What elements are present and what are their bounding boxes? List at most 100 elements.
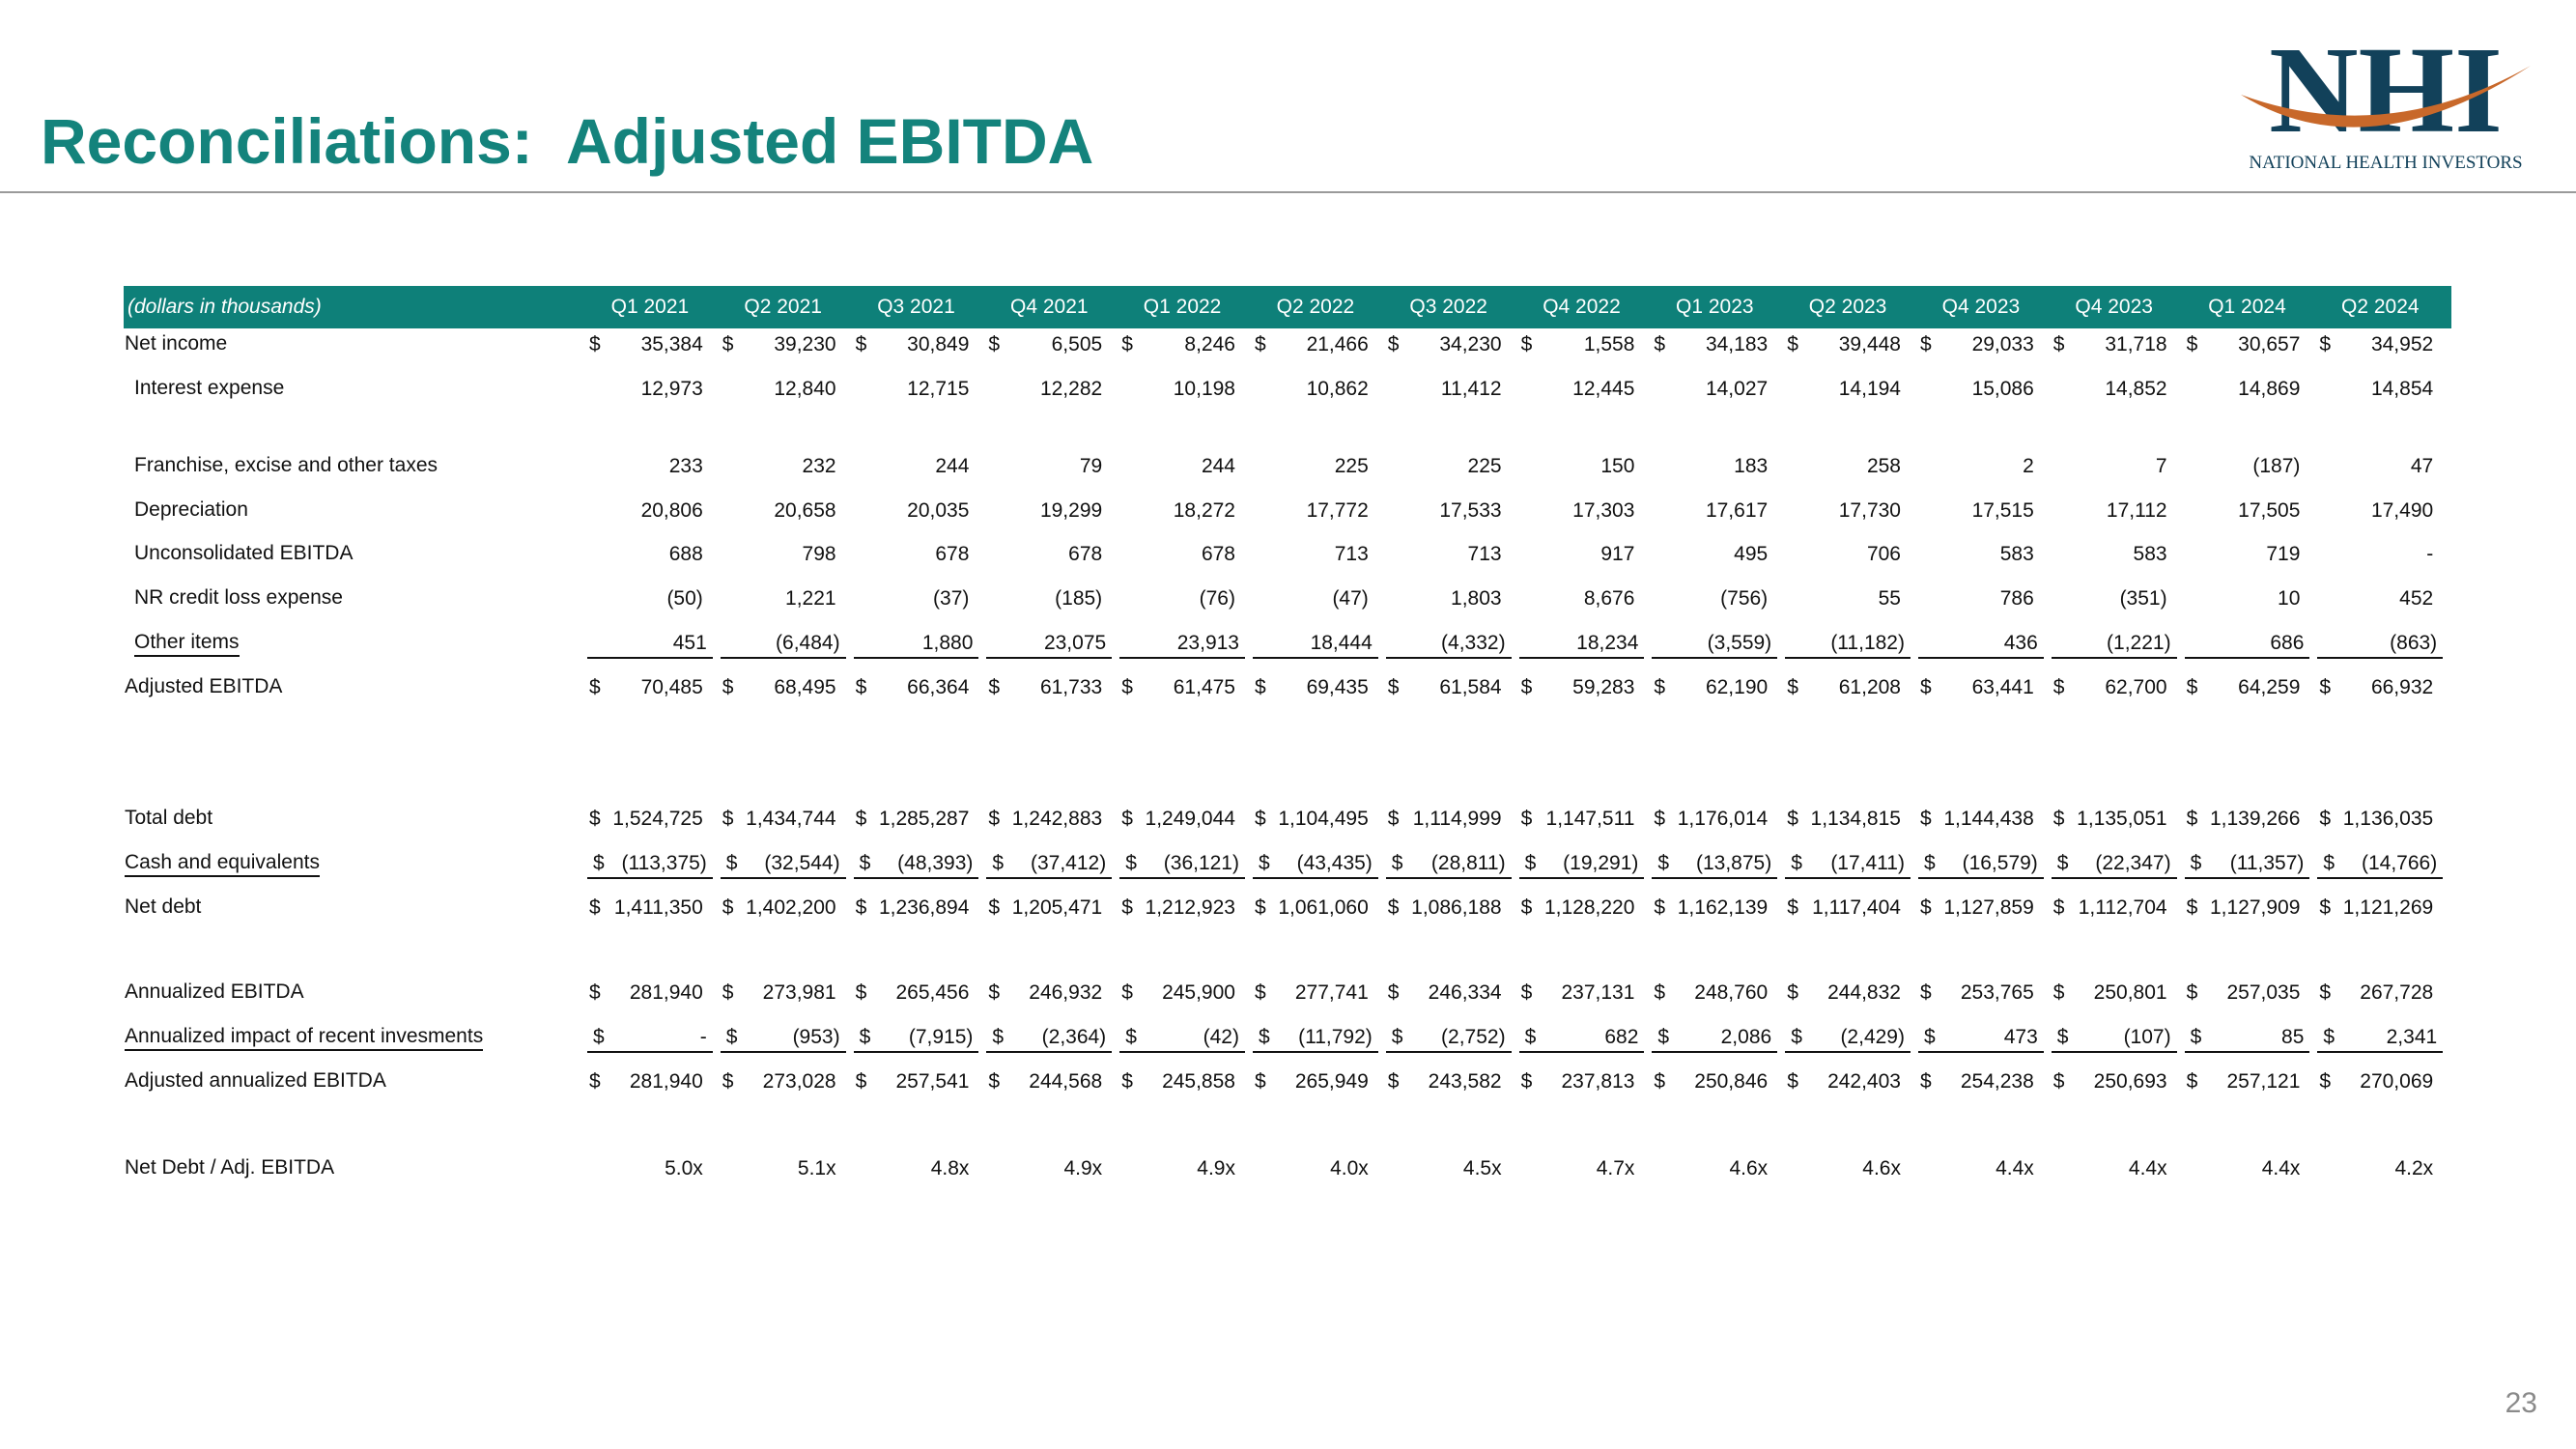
cell-value: 64,259	[2238, 676, 2301, 698]
table-cell: $ (43,435)	[1253, 850, 1378, 879]
table-cell: 17,490	[2313, 497, 2439, 525]
currency-sign: $	[1920, 896, 1932, 919]
cell-value: (185)	[1055, 587, 1103, 610]
row-label: Adjusted annualized EBITDA	[125, 1069, 386, 1092]
cell-value: 2	[2023, 455, 2034, 477]
table-cell: $68,495	[717, 674, 842, 701]
cell-value: 17,730	[1838, 499, 1901, 522]
currency-sign: $	[1924, 1026, 1936, 1048]
cell-value: 12,715	[907, 378, 970, 400]
table-cell: 23,075	[986, 630, 1113, 659]
cell-value: 23,075	[1043, 632, 1107, 654]
cell-value: 85	[2281, 1026, 2305, 1048]
table-cell: $1,402,200	[717, 895, 842, 922]
row-label: NR credit loss expense	[134, 586, 343, 609]
table-cell: 20,035	[850, 497, 976, 525]
table-cell: 11,412	[1382, 376, 1508, 403]
cell-value: (107)	[2123, 1026, 2171, 1048]
cell-value: (14,766)	[2361, 852, 2438, 874]
currency-sign: $	[2323, 1026, 2335, 1048]
cell-value: 244	[935, 455, 970, 477]
currency-sign: $	[1121, 981, 1133, 1004]
cell-value: (36,121)	[1163, 852, 1239, 874]
cell-value: 21,466	[1306, 333, 1369, 355]
cell-value: 265,456	[895, 981, 970, 1004]
table-cell: 14,854	[2313, 376, 2439, 403]
currency-sign: $	[2186, 676, 2198, 698]
cell-value: 678	[935, 543, 970, 565]
currency-sign: $	[2056, 1026, 2069, 1048]
table-cell: $270,069	[2313, 1068, 2439, 1095]
table-cell: 258	[1781, 453, 1907, 480]
currency-sign: $	[1654, 333, 1666, 355]
currency-sign: $	[988, 896, 1001, 919]
table-cell: (4,332)	[1385, 630, 1512, 659]
table-cell: $1,117,404	[1781, 895, 1907, 922]
cell-value: 14,194	[1838, 378, 1901, 400]
cell-value: 713	[1334, 543, 1369, 565]
table-cell: 798	[717, 541, 842, 568]
cell-value: 62,190	[1705, 676, 1769, 698]
currency-sign: $	[2319, 333, 2332, 355]
table-cell: $66,932	[2313, 674, 2439, 701]
table-cell: 4.6x	[1781, 1155, 1907, 1182]
table-cell: 17,772	[1249, 497, 1374, 525]
cell-value: 183	[1734, 455, 1769, 477]
cell-value: (187)	[2252, 455, 2301, 477]
currency-sign: $	[722, 896, 734, 919]
cell-value: 1,434,744	[746, 808, 836, 830]
cell-value: 55	[1878, 587, 1901, 610]
cell-value: 61,733	[1039, 676, 1103, 698]
cell-value: 61,584	[1439, 676, 1502, 698]
table-cell: (756)	[1648, 585, 1773, 612]
row-label: Net income	[125, 332, 228, 355]
table-cell: 583	[2048, 541, 2173, 568]
table-cell: 583	[1914, 541, 2040, 568]
cell-value: 1,112,704	[2078, 896, 2167, 919]
cell-value: 244,832	[1827, 981, 1901, 1004]
table-cell: 17,730	[1781, 497, 1907, 525]
currency-sign: $	[855, 896, 867, 919]
table-cell: 232	[717, 453, 842, 480]
cell-value: 12,840	[774, 378, 836, 400]
column-header: Q1 2023	[1676, 296, 1754, 318]
table-cell: $1,249,044	[1116, 806, 1241, 833]
cell-value: 1,114,999	[1412, 808, 1502, 830]
table-cell: 678	[1116, 541, 1241, 568]
table-cell: $682	[1518, 1024, 1645, 1053]
cell-value: (4,332)	[1441, 632, 1506, 654]
table-cell: 12,445	[1515, 376, 1641, 403]
table-cell: $ (14,766)	[2317, 850, 2444, 879]
table-cell: 79	[982, 453, 1108, 480]
table-cell: $ (2,752)	[1385, 1024, 1512, 1053]
currency-sign: $	[1654, 1070, 1666, 1093]
cell-value: 66,364	[907, 676, 970, 698]
table-cell: $1,128,220	[1515, 895, 1641, 922]
currency-sign: $	[859, 1026, 871, 1048]
table-cell: $2,341	[2317, 1024, 2444, 1053]
currency-sign: $	[1920, 1070, 1932, 1093]
table-cell: $1,136,035	[2313, 806, 2439, 833]
table-cell: $248,760	[1648, 980, 1773, 1007]
table-cell: $63,441	[1914, 674, 2040, 701]
currency-sign: $	[2190, 1026, 2202, 1048]
cell-value: 23,913	[1176, 632, 1239, 654]
cell-value: 281,940	[629, 1070, 703, 1093]
cell-value: 1,221	[785, 587, 836, 610]
cell-value: (756)	[1720, 587, 1769, 610]
cell-value: 14,869	[2238, 378, 2301, 400]
cell-value: 1,212,923	[1145, 896, 1235, 919]
table-cell: $66,364	[850, 674, 976, 701]
cell-value: 270,069	[2360, 1070, 2434, 1093]
cell-value: (50)	[666, 587, 703, 610]
currency-sign: $	[725, 852, 738, 874]
currency-sign: $	[722, 808, 734, 830]
currency-sign: $	[1387, 981, 1400, 1004]
row-label: Other items	[134, 630, 240, 657]
cell-value: 583	[2133, 543, 2167, 565]
table-cell: $273,028	[717, 1068, 842, 1095]
cell-value: 682	[1604, 1026, 1639, 1048]
cell-value: 12,282	[1039, 378, 1103, 400]
currency-sign: $	[1787, 1070, 1798, 1093]
